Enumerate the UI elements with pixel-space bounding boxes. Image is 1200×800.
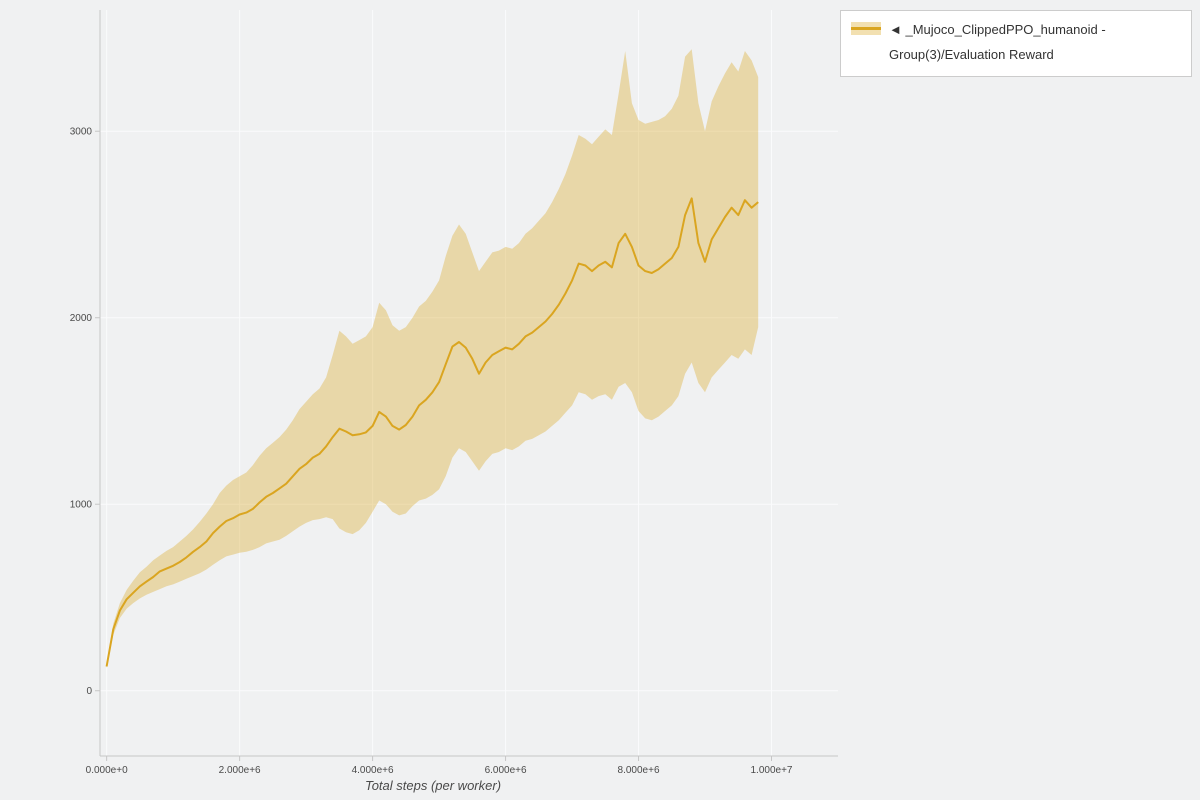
x-tick-label: 6.000e+6 (485, 765, 527, 776)
x-axis-label: Total steps (per worker) (364, 778, 502, 793)
y-tick-label: 3000 (70, 127, 93, 138)
legend-label: _Mujoco_ClippedPPO_humanoid - Group(3)/E… (889, 22, 1106, 62)
y-tick-label: 2000 (70, 313, 93, 324)
x-tick-label: 1.000e+7 (751, 765, 793, 776)
legend-swatch-line-icon (851, 27, 881, 30)
x-tick-label: 8.000e+6 (618, 765, 660, 776)
x-tick-label: 0.000e+0 (86, 765, 128, 776)
confidence-band (106, 49, 759, 669)
legend-text: ◄ _Mujoco_ClippedPPO_humanoid - Group(3)… (889, 18, 1181, 67)
legend-item-evaluation-reward[interactable]: ◄ _Mujoco_ClippedPPO_humanoid - Group(3)… (840, 10, 1192, 78)
legend-marker-icon: ◄ (889, 22, 902, 37)
y-tick-label: 0 (86, 686, 92, 697)
y-tick-label: 1000 (70, 500, 93, 511)
x-tick-label: 2.000e+6 (219, 765, 261, 776)
mean-reward-line (105, 197, 759, 667)
x-tick-label: 4.000e+6 (352, 765, 394, 776)
legend-swatch (851, 22, 881, 35)
